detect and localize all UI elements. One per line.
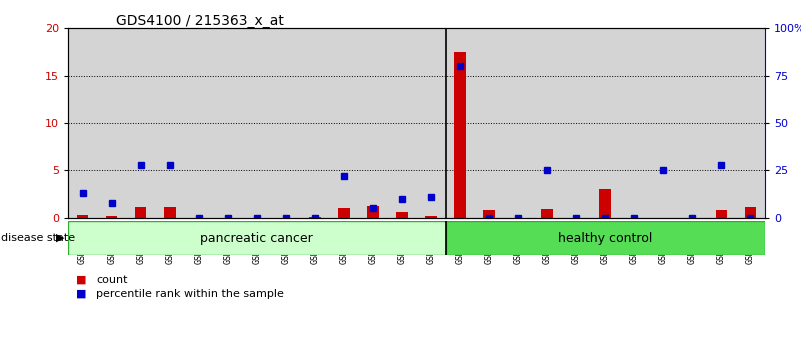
Text: GDS4100 / 215363_x_at: GDS4100 / 215363_x_at: [116, 14, 284, 28]
Bar: [68, 221, 445, 255]
Bar: [359, 28, 388, 218]
Bar: [649, 28, 678, 218]
Bar: [329, 28, 359, 218]
Bar: [483, 210, 495, 218]
Text: ■: ■: [76, 289, 87, 299]
Text: pancreatic cancer: pancreatic cancer: [200, 232, 313, 245]
Bar: [164, 207, 175, 218]
Bar: [97, 28, 127, 218]
Bar: [533, 28, 562, 218]
Text: healthy control: healthy control: [558, 232, 653, 245]
Bar: [106, 216, 118, 218]
Text: count: count: [96, 275, 127, 285]
Bar: [300, 28, 329, 218]
Bar: [417, 28, 445, 218]
Bar: [620, 28, 649, 218]
Bar: [425, 216, 437, 218]
Bar: [184, 28, 213, 218]
Bar: [135, 207, 147, 218]
Bar: [562, 28, 590, 218]
Bar: [272, 28, 300, 218]
Text: ▶: ▶: [55, 233, 64, 243]
Bar: [309, 217, 320, 218]
Bar: [127, 28, 155, 218]
Bar: [338, 208, 350, 218]
Bar: [396, 212, 408, 218]
Bar: [388, 28, 417, 218]
Text: disease state: disease state: [1, 233, 75, 243]
Bar: [242, 28, 272, 218]
Bar: [541, 209, 553, 218]
Bar: [445, 28, 474, 218]
Bar: [445, 221, 765, 255]
Bar: [155, 28, 184, 218]
Bar: [745, 207, 756, 218]
Bar: [504, 28, 533, 218]
Bar: [474, 28, 504, 218]
Bar: [599, 189, 611, 218]
Text: percentile rank within the sample: percentile rank within the sample: [96, 289, 284, 299]
Bar: [367, 206, 379, 218]
Bar: [590, 28, 620, 218]
Bar: [77, 215, 88, 218]
Bar: [68, 28, 97, 218]
Bar: [706, 28, 736, 218]
Bar: [678, 28, 706, 218]
Bar: [213, 28, 242, 218]
Bar: [736, 28, 765, 218]
Bar: [454, 52, 466, 218]
Text: ■: ■: [76, 275, 87, 285]
Bar: [715, 210, 727, 218]
